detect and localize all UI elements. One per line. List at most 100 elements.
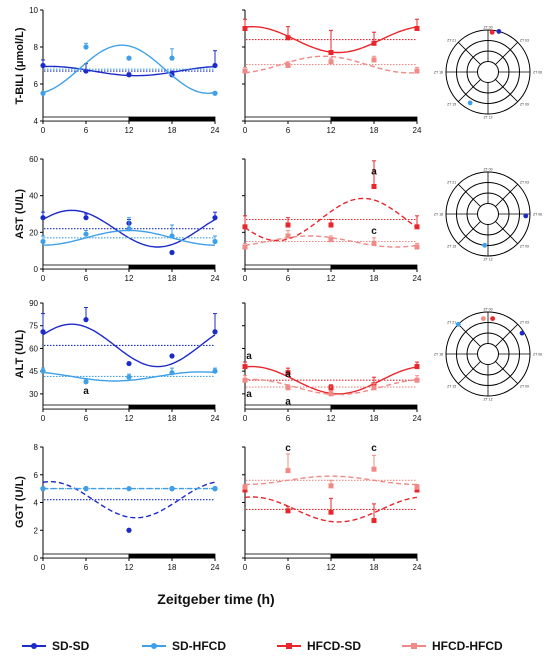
fit-curve [244,235,418,248]
data-point [126,374,132,380]
data-point [328,385,334,391]
y-tick-label: 6 [34,80,39,89]
annotation-letter: c [371,226,377,237]
data-point [285,370,291,376]
rose-spoke [495,361,518,384]
data-point [328,483,334,489]
x-tick-label: 6 [286,126,291,135]
data-point [242,484,248,490]
x-tick-label: 0 [243,414,248,423]
legend-marker [411,643,417,649]
data-point [126,527,132,533]
annotation-letter: a [246,389,252,400]
rose-acrophase-point [519,330,525,336]
x-tick-label: 12 [125,274,134,283]
data-point [212,90,218,96]
data-point [40,368,46,374]
x-tick-label: 6 [286,274,291,283]
rose-spoke [495,221,518,244]
dark-phase-bar [330,404,418,410]
rose-zt-label: ZT 12 [483,258,492,262]
data-point [371,518,377,524]
data-point [414,364,420,370]
data-point [40,486,46,492]
x-tick-label: 12 [327,563,336,572]
y-tick-label: 4 [34,117,39,126]
y-tick-label: 2 [34,526,39,535]
light-phase-bar [42,404,130,410]
data-point [212,368,218,374]
data-point [371,240,377,246]
rose-zt-label: ZT 09 [520,244,529,248]
data-point [242,26,248,31]
rose-spoke [458,79,481,102]
data-point [212,62,218,69]
rose-plot-2: ZT 00 ZT 03 ZT 06 ZT 09 ZT 12 ZT 15 ZT 18 ZT 21 [434,308,542,402]
rose-plot-0: ZT 00 ZT 03 ZT 06 ZT 09 ZT 12 ZT 15 ZT 18 ZT 21 [434,26,542,120]
x-tick-label: 6 [286,414,291,423]
data-point [285,35,291,41]
y-tick-label: 90 [29,299,38,308]
fit-curve [244,197,418,242]
rose-spoke [495,42,518,65]
rose-zt-label: ZT 18 [434,71,443,75]
data-point [242,68,248,74]
rose-zt-label: ZT 03 [520,39,529,43]
light-phase-bar [42,553,130,559]
x-tick-label: 18 [168,126,177,135]
x-tick-label: 12 [125,414,134,423]
data-point [285,222,291,228]
x-tick-label: 18 [168,414,177,423]
panel-0: 4 6 8 10 0 6 12 18 24 [29,6,220,135]
x-tick-label: 0 [243,126,248,135]
y-tick-label: 60 [29,344,38,353]
dark-phase-bar [330,553,418,559]
light-phase-bar [244,264,332,270]
rose-zt-label: ZT 00 [483,26,492,30]
rose-plots: ZT 00 ZT 03 ZT 06 ZT 09 ZT 12 ZT 15 ZT 18 ZT 21… [434,26,542,402]
legend-label: SD-HFCD [172,639,226,653]
dark-phase-bar [330,116,418,122]
x-tick-label: 0 [41,563,46,572]
x-tick-label: 24 [413,414,422,423]
rose-zt-label: ZT 12 [483,398,492,402]
fit-curve [42,371,216,382]
panel-2: 0 20 40 60 0 6 12 18 24 [29,155,220,283]
dark-phase-bar [128,264,216,270]
data-point [328,50,334,56]
data-point [414,377,420,383]
panel-1: 0 6 12 18 24 [242,9,422,135]
rose-zt-label: ZT 09 [520,102,529,106]
legend-marker [31,643,37,649]
x-tick-label: 12 [327,126,336,135]
rose-zt-label: ZT 21 [447,39,456,43]
data-point [169,353,175,359]
rose-zt-label: ZT 21 [447,181,456,185]
x-tick-label: 18 [370,414,379,423]
rose-zt-label: ZT 18 [434,353,443,357]
data-point [371,466,377,472]
ylabel-tbili: T-BILI (μmol/L) [14,27,26,104]
data-point [40,215,46,221]
data-point [83,231,89,237]
rose-zt-label: ZT 21 [447,321,456,325]
data-point [169,249,175,256]
data-point [212,329,218,335]
data-point [414,68,420,74]
data-point [83,44,89,50]
data-point [285,468,291,474]
x-tick-label: 24 [211,563,220,572]
data-point [83,379,89,385]
annotation-letter: a [246,351,252,362]
data-point [414,487,420,493]
rose-spoke [495,324,518,347]
rose-acrophase-point [490,316,496,322]
y-tick-label: 40 [29,192,38,201]
data-point [242,244,248,250]
rose-zt-label: ZT 03 [520,321,529,325]
data-point [169,233,175,239]
y-tick-label: 20 [29,228,38,237]
rose-zt-label: ZT 18 [434,213,443,217]
rose-zt-label: ZT 06 [533,213,542,217]
data-point [371,184,377,189]
